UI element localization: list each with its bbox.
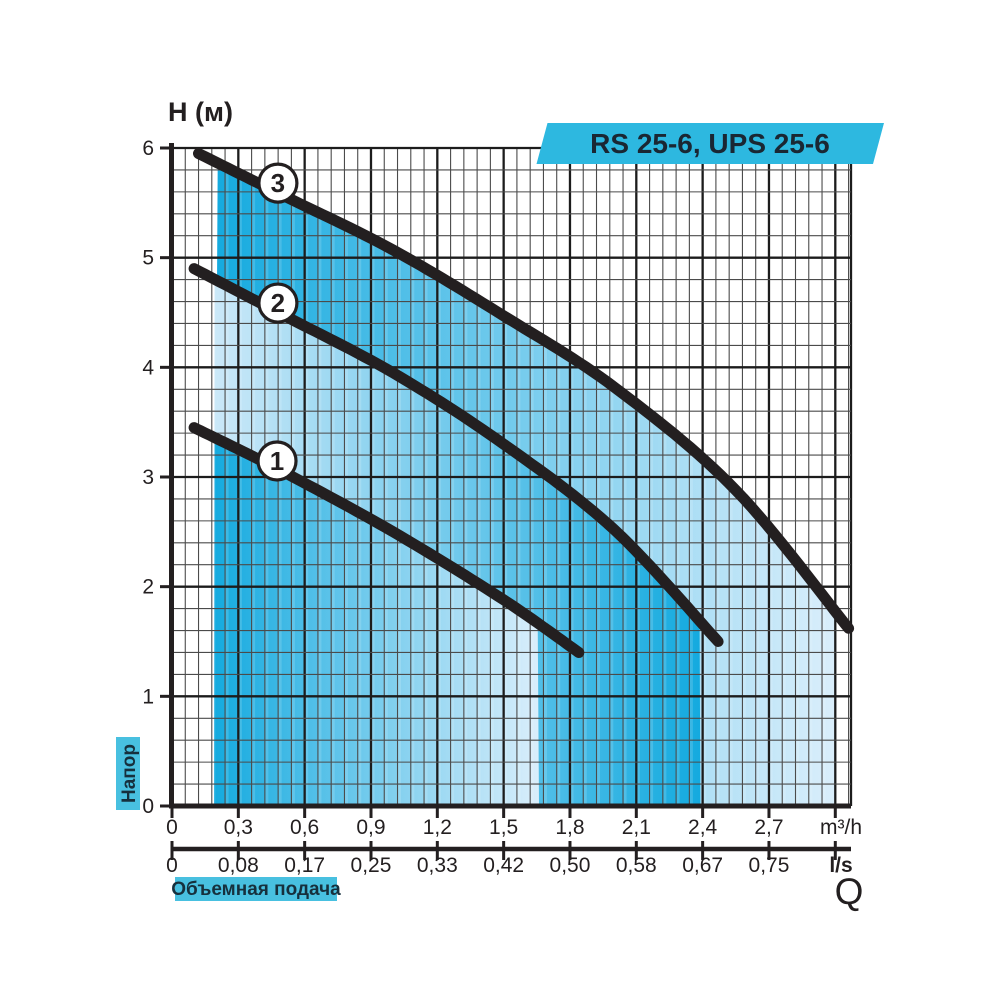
curve-label-circle-1 (256, 440, 298, 482)
curves: 1 2 3 (188, 148, 855, 658)
x-m3h-tick-label: 0,3 (224, 816, 253, 839)
chart-overlay: RS 25-6, UPS 25-6 H (м) m³/h l/s Q Напор… (116, 97, 884, 912)
x-m3h-tick-label: 2,1 (622, 816, 651, 839)
model-banner (536, 123, 884, 164)
curve-1 (188, 422, 585, 658)
x-axis-ls-unit: l/s (829, 854, 852, 877)
head-caption-label: Напор (119, 744, 140, 803)
y-tick-label: 6 (142, 137, 154, 160)
x-ls-tick-label: 0,58 (616, 854, 657, 877)
x-ls-tick-label: 0,42 (483, 854, 524, 877)
chart-generated-layers: 0 1 2 3 4 5 6 0 0,3 0,6 0,9 1,2 1,5 1,8 2,1 2,4 2,7 0 0,08… (142, 137, 855, 877)
curve-label-circle-2 (257, 282, 299, 324)
x-ls-tick-label: 0,25 (351, 854, 392, 877)
curve-label-number-1: 1 (270, 446, 284, 476)
area-fill-curve-1 (214, 437, 539, 806)
flow-caption-label: Объемная подача (171, 879, 341, 900)
y-axis-title: H (м) (168, 97, 233, 127)
x-ls-tick-label: 0,75 (749, 854, 790, 877)
y-tick-label: 2 (142, 576, 154, 599)
x-m3h-tick-label: 0,9 (356, 816, 385, 839)
x-m3h-tick-label: 0,6 (290, 816, 319, 839)
x-ls-tick-label: 0,67 (682, 854, 723, 877)
x-m3h-tick-label: 1,2 (423, 816, 452, 839)
x-m3h-tick-label: 1,8 (555, 816, 584, 839)
head-caption-box (116, 737, 140, 810)
x-axis-m3h-unit: m³/h (820, 816, 862, 839)
x-ls-tick-label: 0 (166, 854, 178, 877)
x-ls-tick-label: 0,17 (284, 854, 325, 877)
curve-label-circle-3 (257, 162, 299, 204)
y-tick-label: 1 (142, 685, 154, 708)
model-banner-label: RS 25-6, UPS 25-6 (590, 128, 830, 159)
x-ls-tick-label: 0,33 (417, 854, 458, 877)
flow-caption-box (175, 877, 337, 901)
y-tick-label: 3 (142, 466, 154, 489)
x-m3h-tick-label: 2,7 (754, 816, 783, 839)
x-m3h-tick-label: 1,5 (489, 816, 518, 839)
x-ls-tick-label: 0,50 (550, 854, 591, 877)
x-m3h-tick-label: 2,4 (688, 816, 718, 839)
x-ls-tick-label: 0,08 (218, 854, 259, 877)
y-tick-label: 5 (142, 247, 154, 270)
axes: 0 1 2 3 4 5 6 0 0,3 0,6 0,9 1,2 1,5 1,8 2,1 2,4 2,7 0 0,08… (142, 137, 851, 877)
x-m3h-tick-label: 0 (166, 816, 178, 839)
curve-label-number-2: 2 (271, 288, 285, 318)
curve-label-number-3: 3 (271, 168, 285, 198)
y-tick-label: 0 (142, 795, 154, 818)
y-tick-label: 4 (142, 356, 154, 379)
flow-symbol: Q (835, 871, 864, 912)
